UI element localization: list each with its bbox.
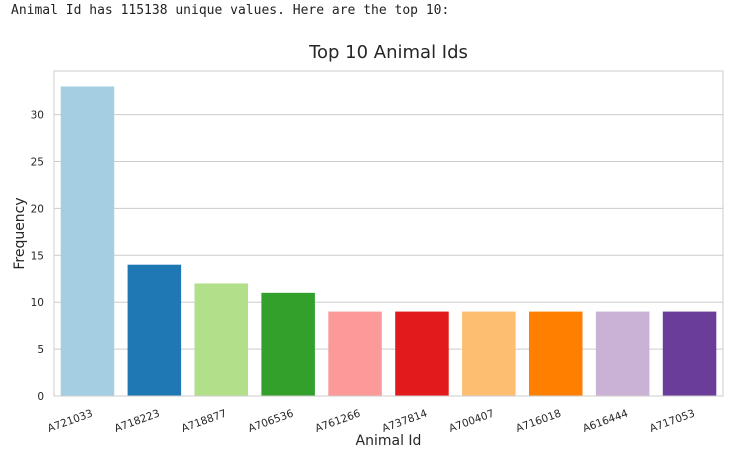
- y-tick-label: 15: [31, 250, 44, 262]
- y-tick-labels: 0 5 10 15 20 25 30: [31, 110, 44, 403]
- x-tick-label: A706536: [247, 407, 296, 435]
- x-tick-label: A700407: [447, 408, 496, 435]
- y-tick-label: 0: [37, 391, 44, 403]
- y-tick-label: 10: [31, 297, 44, 309]
- chart-title: Top 10 Animal Ids: [308, 42, 468, 63]
- x-tick-labels: A721033 A718223 A718877 A706536 A761266 A7378…: [46, 407, 697, 435]
- x-axis-title: Animal Id: [356, 433, 422, 449]
- x-tick-label: A761266: [314, 407, 363, 435]
- bar-a716018: [528, 311, 583, 396]
- y-axis-title: Frequency: [12, 197, 28, 269]
- x-tick-label: A616444: [581, 407, 630, 435]
- bar-a721033: [60, 86, 115, 396]
- y-tick-label: 25: [31, 157, 44, 169]
- x-tick-label: A737814: [380, 407, 429, 435]
- bars: [60, 86, 717, 396]
- bar-a700407: [462, 311, 516, 396]
- output-text: Animal Id has 115138 unique values. Here…: [11, 3, 450, 18]
- bar-a718223: [127, 264, 182, 396]
- bar-a761266: [328, 311, 382, 396]
- bar-a718877: [194, 283, 249, 396]
- x-tick-label: A718877: [180, 408, 229, 435]
- bar-a706536: [261, 292, 315, 396]
- x-tick-label: A717053: [648, 408, 697, 435]
- y-tick-label: 20: [31, 203, 44, 215]
- x-tick-label: A718223: [113, 408, 162, 435]
- bar-a616444: [595, 311, 650, 396]
- y-tick-label: 30: [31, 110, 44, 122]
- x-tick-label: A716018: [514, 408, 563, 435]
- x-tick-label: A721033: [46, 408, 95, 435]
- bar-a717053: [662, 311, 717, 396]
- bar-a737814: [395, 311, 449, 396]
- gridlines: [54, 114, 723, 350]
- plot-frame: [53, 70, 724, 397]
- y-tick-label: 5: [37, 344, 44, 356]
